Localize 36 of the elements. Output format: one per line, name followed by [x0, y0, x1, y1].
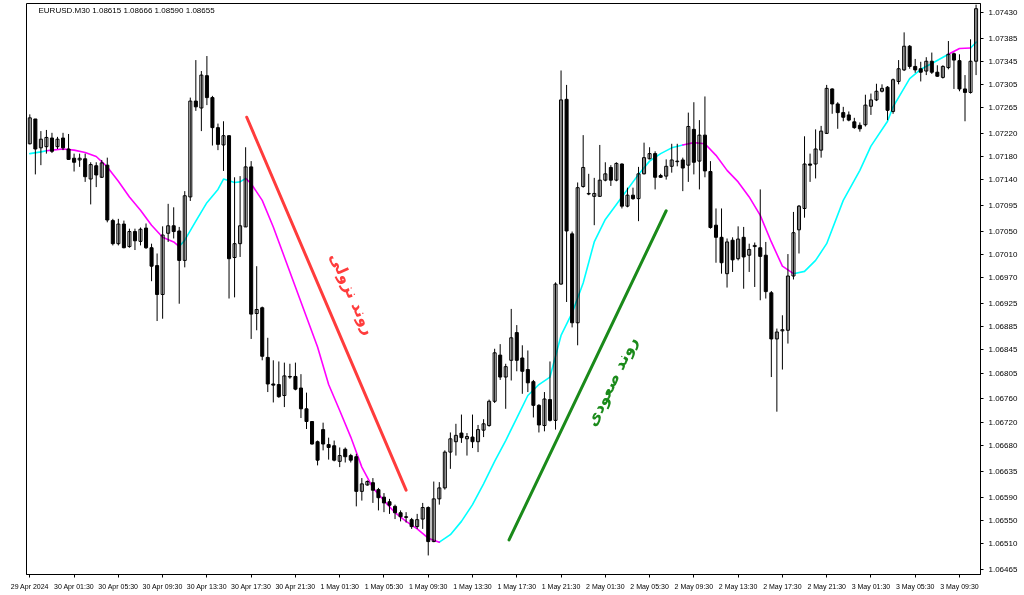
y-tick-label: 1.07050: [988, 227, 1018, 237]
candlestick: [393, 504, 398, 520]
y-tick-label: 1.06925: [988, 299, 1018, 309]
y-tick-label: 1.06805: [988, 368, 1018, 378]
y-tick-label: 1.06550: [988, 515, 1018, 525]
chart-title: EURUSD.M30 1.08615 1.08666 1.08590 1.08655: [38, 5, 216, 15]
y-tick-label: 1.07385: [988, 33, 1018, 43]
candlestick: [503, 363, 508, 410]
candlestick: [442, 449, 447, 491]
candlestick: [166, 203, 171, 243]
y-tick-label: 1.06970: [988, 273, 1018, 283]
y-tick-label: 1.06760: [988, 394, 1018, 404]
y-tick-label: 1.07140: [988, 175, 1018, 185]
y-tick-label: 1.07265: [988, 102, 1018, 112]
candlestick: [271, 359, 276, 403]
y-tick-label: 1.06845: [988, 345, 1018, 355]
y-tick-label: 1.07430: [988, 7, 1018, 17]
candlestick: [509, 308, 514, 382]
annotation: روند نزولی: [325, 249, 380, 338]
y-tick-label: 1.06465: [988, 564, 1018, 574]
y-tick-label: 1.07010: [988, 250, 1018, 260]
candlestick: [752, 242, 757, 288]
y-tick-label: 1.06720: [988, 417, 1018, 427]
y-tick-label: 1.07220: [988, 128, 1018, 138]
y-tick-label: 1.07095: [988, 201, 1018, 211]
y-tick-label: 1.07345: [988, 56, 1018, 66]
y-tick-label: 1.06680: [988, 440, 1018, 450]
y-tick-label: 1.06885: [988, 322, 1018, 332]
y-tick-label: 1.07305: [988, 79, 1018, 89]
y-tick-label: 1.07180: [988, 152, 1018, 161]
annotation: روند صعودی: [581, 333, 642, 430]
y-tick-label: 1.06635: [988, 466, 1018, 476]
candlestick: [581, 134, 586, 189]
y-tick-label: 1.06510: [988, 538, 1018, 548]
y-tick-label: 1.06590: [988, 492, 1018, 502]
candlestick: [758, 188, 763, 301]
